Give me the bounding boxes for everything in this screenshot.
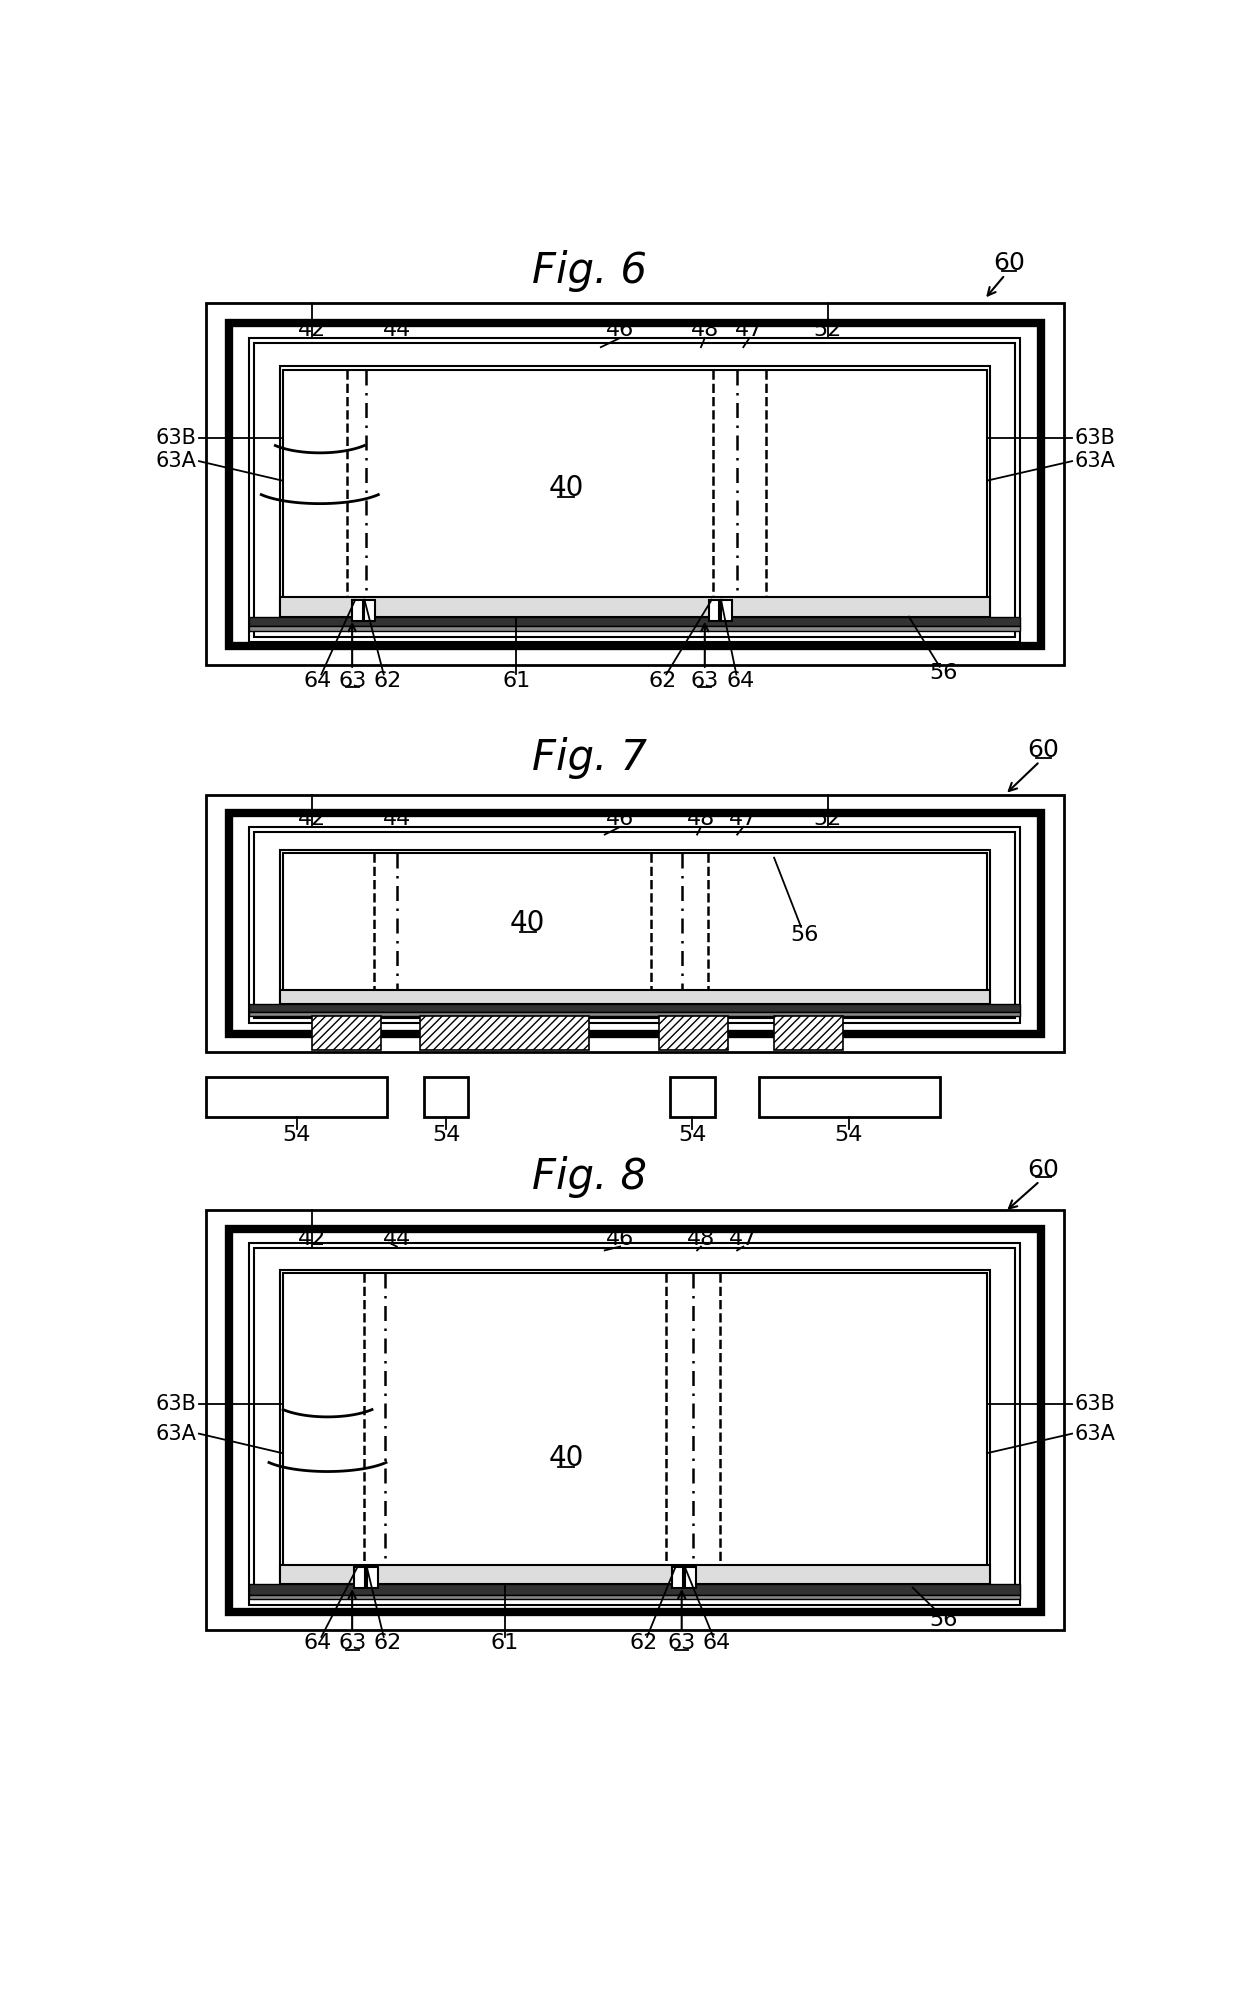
Text: 64: 64 xyxy=(727,671,754,691)
Bar xyxy=(229,322,1042,646)
Text: 54: 54 xyxy=(432,1126,460,1144)
Text: 48: 48 xyxy=(687,1229,715,1249)
Text: 56: 56 xyxy=(929,1609,957,1629)
Text: 60: 60 xyxy=(1028,1158,1059,1182)
Text: 44: 44 xyxy=(383,1229,410,1249)
Bar xyxy=(249,1595,1021,1599)
Text: 47: 47 xyxy=(729,1229,758,1249)
Text: 42: 42 xyxy=(298,1229,326,1249)
Text: 44: 44 xyxy=(383,320,410,340)
Text: 63A: 63A xyxy=(156,1424,197,1444)
Text: 64: 64 xyxy=(304,671,331,691)
Text: 48: 48 xyxy=(687,810,715,830)
Bar xyxy=(254,342,1016,636)
Bar xyxy=(249,626,1021,630)
Bar xyxy=(672,1567,683,1587)
Bar xyxy=(280,850,990,1011)
Bar xyxy=(280,991,990,1005)
Bar xyxy=(206,304,1064,665)
Text: 63: 63 xyxy=(339,1633,366,1653)
Bar xyxy=(670,1077,714,1118)
Text: 44: 44 xyxy=(383,810,410,830)
Bar xyxy=(280,367,990,620)
Text: 61: 61 xyxy=(502,671,531,691)
Text: 47: 47 xyxy=(729,810,758,830)
Text: 60: 60 xyxy=(1028,737,1059,761)
Text: 52: 52 xyxy=(813,320,842,340)
Bar xyxy=(280,1269,990,1589)
Text: 40: 40 xyxy=(510,908,546,937)
Bar xyxy=(249,338,1021,642)
Text: 61: 61 xyxy=(491,1633,518,1653)
Bar xyxy=(206,796,1064,1053)
Text: 63A: 63A xyxy=(156,451,197,471)
Text: Fig. 8: Fig. 8 xyxy=(532,1156,647,1198)
Text: 63: 63 xyxy=(667,1633,696,1653)
Bar xyxy=(280,598,990,616)
Text: 63A: 63A xyxy=(1074,1424,1115,1444)
Bar xyxy=(759,1077,940,1118)
Text: 63B: 63B xyxy=(156,1394,197,1414)
Text: 63A: 63A xyxy=(1074,451,1115,471)
Bar xyxy=(708,600,719,620)
Text: Fig. 6: Fig. 6 xyxy=(532,250,647,292)
Bar xyxy=(249,1005,1021,1011)
Text: 62: 62 xyxy=(649,671,677,691)
Text: 52: 52 xyxy=(813,810,842,830)
Bar xyxy=(254,1249,1016,1599)
Text: 63: 63 xyxy=(339,671,366,691)
Text: 56: 56 xyxy=(929,663,957,683)
Bar xyxy=(720,600,732,620)
Bar xyxy=(229,814,1042,1033)
Bar xyxy=(312,1015,382,1049)
Text: 63: 63 xyxy=(691,671,719,691)
Text: 48: 48 xyxy=(691,320,719,340)
Bar xyxy=(254,832,1016,1017)
Bar xyxy=(249,1011,1021,1015)
Text: 64: 64 xyxy=(304,1633,331,1653)
Bar xyxy=(352,600,363,620)
Text: 46: 46 xyxy=(606,320,634,340)
Bar xyxy=(206,1077,387,1118)
Text: 54: 54 xyxy=(678,1126,707,1144)
Text: 64: 64 xyxy=(703,1633,732,1653)
Bar xyxy=(249,1583,1021,1595)
Text: 54: 54 xyxy=(283,1126,311,1144)
Bar xyxy=(280,1565,990,1583)
Bar xyxy=(229,1229,1042,1611)
Text: 46: 46 xyxy=(606,1229,634,1249)
Text: 40: 40 xyxy=(548,1444,584,1472)
Text: 46: 46 xyxy=(606,810,634,830)
Bar xyxy=(424,1077,469,1118)
Text: 42: 42 xyxy=(298,810,326,830)
Text: 62: 62 xyxy=(629,1633,657,1653)
Text: Fig. 7: Fig. 7 xyxy=(532,737,647,779)
Bar xyxy=(249,1243,1021,1605)
Bar xyxy=(684,1567,696,1587)
Bar xyxy=(283,369,987,618)
Text: 47: 47 xyxy=(735,320,764,340)
Bar xyxy=(249,828,1021,1023)
Bar xyxy=(658,1015,728,1049)
Text: 54: 54 xyxy=(835,1126,863,1144)
Bar xyxy=(365,600,376,620)
Text: 60: 60 xyxy=(993,252,1025,276)
Text: 63B: 63B xyxy=(156,429,197,447)
Bar xyxy=(249,616,1021,626)
Bar xyxy=(420,1015,589,1049)
Text: 56: 56 xyxy=(791,924,820,945)
Bar xyxy=(774,1015,843,1049)
Bar xyxy=(206,1210,1064,1629)
Text: 40: 40 xyxy=(548,473,584,501)
Text: 62: 62 xyxy=(373,1633,402,1653)
Bar xyxy=(355,1567,366,1587)
Bar xyxy=(283,1273,987,1587)
Text: 42: 42 xyxy=(298,320,326,340)
Bar xyxy=(283,854,987,1007)
Text: 62: 62 xyxy=(373,671,402,691)
Text: 63B: 63B xyxy=(1074,429,1115,447)
Text: 63B: 63B xyxy=(1074,1394,1115,1414)
Bar xyxy=(367,1567,377,1587)
